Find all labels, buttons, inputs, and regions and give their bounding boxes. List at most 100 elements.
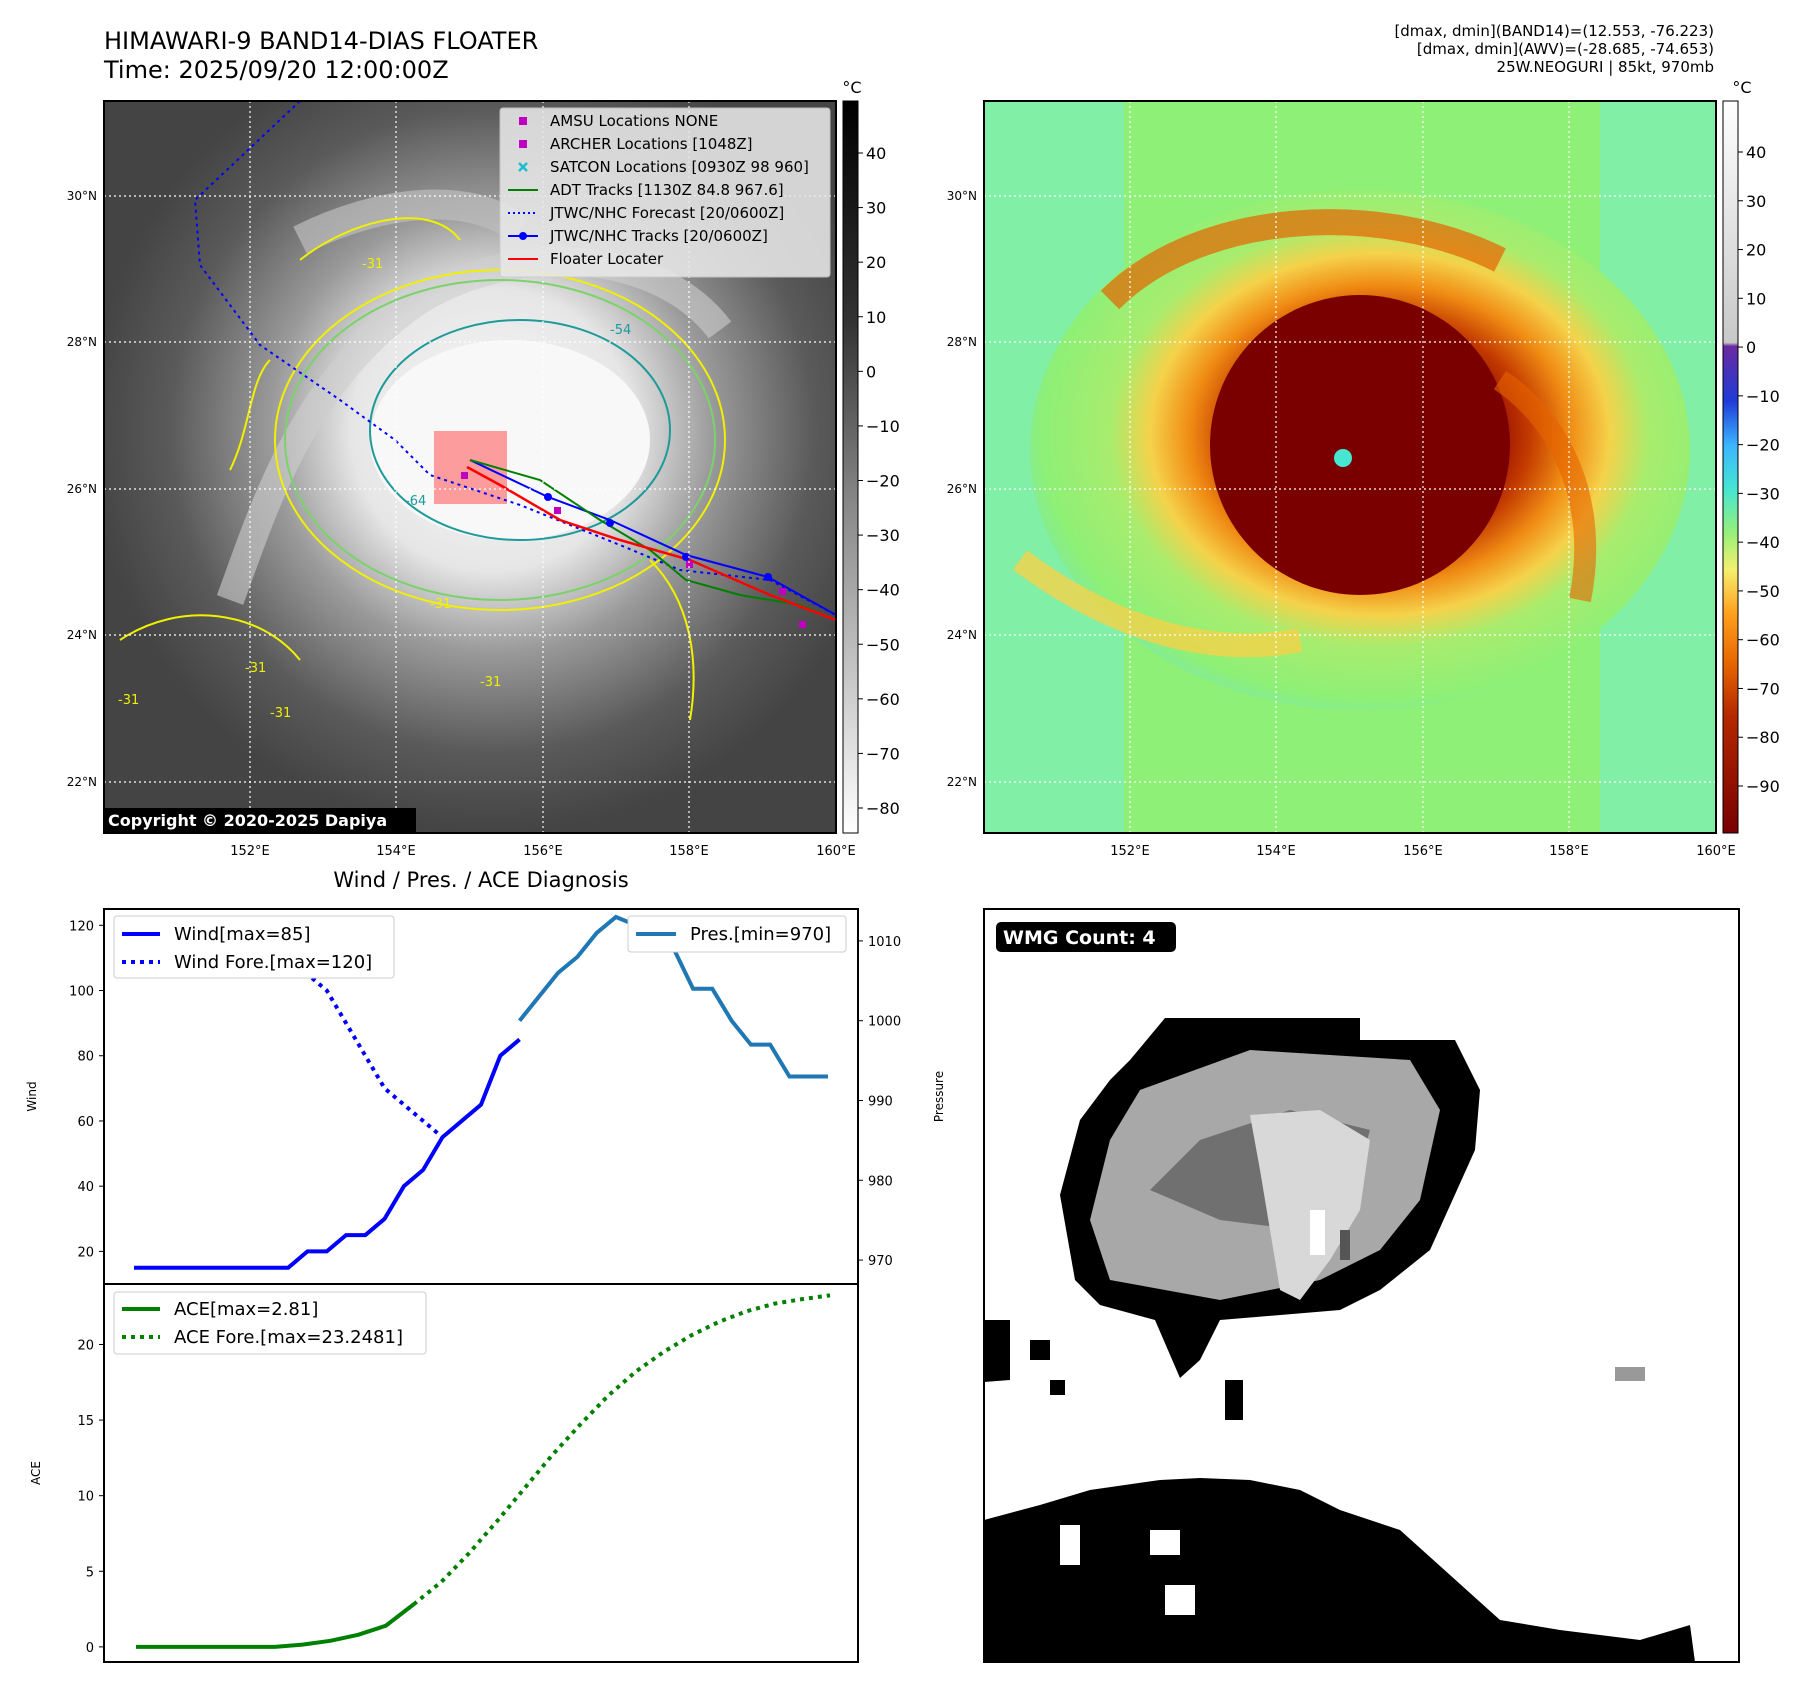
lon-label-160e: 160°E: [816, 844, 856, 859]
pressure-legend-label: Pres.[min=970]: [690, 924, 831, 945]
contour-label-5: -31: [118, 693, 139, 708]
lat-label-30n: 30°N: [67, 189, 97, 203]
lon-label-154e: 154°E: [376, 844, 416, 859]
gray-colorbar-tick-7: −30: [866, 526, 900, 545]
legend-label-2: SATCON Locations [0930Z 98 960]: [550, 158, 809, 176]
map2-lat-label-28n: 28°N: [947, 335, 977, 349]
lon-label-152e: 152°E: [230, 844, 270, 859]
title-line2: Time: 2025/09/20 12:00:00Z: [104, 56, 449, 84]
wind-ytick-4: 100: [69, 985, 94, 1000]
wind-ytick-3: 80: [77, 1050, 94, 1065]
legend-label-0: AMSU Locations NONE: [550, 112, 718, 130]
ace-series-0: [136, 1602, 415, 1649]
pres-ytick-4: 1010: [868, 935, 901, 950]
map2-lon-label-156e: 156°E: [1403, 844, 1443, 859]
contour-label-3: -64: [405, 494, 426, 509]
lon-label-156e: 156°E: [523, 844, 563, 859]
gray-colorbar-tick-10: −60: [866, 690, 900, 709]
map2-lat-labels: 30°N 28°N 26°N 24°N 22°N: [947, 189, 977, 789]
wind-legend-label-0: Wind[max=85]: [174, 924, 311, 945]
wmg-stray-pixel: [1615, 1367, 1645, 1381]
map1-lon-labels: 152°E 154°E 156°E 158°E 160°E: [230, 844, 856, 859]
contour-label-8: -31: [480, 675, 501, 690]
ace-ytick-4: 20: [77, 1338, 94, 1353]
color-colorbar-tick-13: −90: [1746, 777, 1780, 796]
lon-label-158e: 158°E: [669, 844, 709, 859]
wmg-count-text: WMG Count: 4: [1003, 927, 1156, 949]
ace-chart: 0 5 10 15 20 ACE ACE[max=2.81] ACE Fore.[max=23…: [29, 1283, 859, 1663]
lat-label-26n: 26°N: [67, 482, 97, 496]
gray-colorbar-tick-9: −50: [866, 635, 900, 654]
color-colorbar-tick-5: −10: [1746, 387, 1780, 406]
map2-lat-label-22n: 22°N: [947, 775, 977, 789]
contour-label-6: -31: [245, 661, 266, 676]
ace-legend: ACE[max=2.81] ACE Fore.[max=23.2481]: [113, 1291, 427, 1355]
wind-series-0: [134, 1037, 521, 1270]
map2-lon-label-160e: 160°E: [1696, 844, 1736, 859]
color-colorbar-tick-8: −40: [1746, 533, 1780, 552]
legend-label-5: JTWC/NHC Tracks [20/0600Z]: [549, 227, 768, 245]
wmg-eyewall-blob: [1060, 1018, 1480, 1378]
pres-ytick-2: 990: [868, 1094, 893, 1109]
legend-label-6: Floater Locater: [550, 250, 664, 268]
wmg-count-badge: WMG Count: 4: [996, 922, 1176, 952]
legend-label-1: ARCHER Locations [1048Z]: [550, 135, 753, 153]
copyright-text: Copyright © 2020-2025 Dapiya: [108, 811, 387, 830]
wind-ytick-5: 120: [69, 919, 94, 934]
title-line1: HIMAWARI-9 BAND14-DIAS FLOATER: [104, 27, 539, 55]
info-line3: 25W.NEOGURI | 85kt, 970mb: [1496, 58, 1714, 76]
ace-axis-label: ACE: [29, 1461, 43, 1485]
color-colorbar-tick-11: −70: [1746, 679, 1780, 698]
pres-ytick-0: 970: [868, 1254, 893, 1269]
color-colorbar-tick-0: 40: [1746, 143, 1766, 162]
map-legend: AMSU Locations NONE ARCHER Locations [104…: [499, 107, 831, 278]
contour-label-7: -31: [270, 706, 291, 721]
lat-label-28n: 28°N: [67, 335, 97, 349]
pres-ytick-1: 980: [868, 1174, 893, 1189]
gray-colorbar-tick-8: −40: [866, 581, 900, 600]
wmg-lower-band: [984, 1320, 1695, 1662]
figure-title: HIMAWARI-9 BAND14-DIAS FLOATER Time: 202…: [104, 27, 538, 85]
floater-track: [466, 465, 836, 622]
wmg-white-holes: [1060, 1525, 1195, 1615]
info-block: [dmax, dmin](BAND14)=(12.553, -76.223) […: [1394, 22, 1714, 76]
ace-legend-label-1: ACE Fore.[max=23.2481]: [174, 1327, 403, 1348]
wind-ytick-2: 60: [77, 1115, 94, 1130]
wind-axis-label: Wind: [25, 1081, 39, 1111]
gray-colorbar-tick-11: −70: [866, 744, 900, 763]
gray-colorbar-tick-12: −80: [866, 799, 900, 818]
map1-lat-labels: 30°N 28°N 26°N 24°N 22°N: [67, 189, 97, 789]
color-colorbar-tick-12: −80: [1746, 728, 1780, 747]
pres-ytick-3: 1000: [868, 1015, 901, 1030]
pressure-legend: Pres.[min=970]: [627, 915, 847, 953]
ace-ytick-1: 5: [86, 1565, 94, 1580]
color-colorbar: °C 40 30 20 10 0 −10 −20 −30 −40 −50 −60 −70 −80 −90: [1722, 78, 1780, 834]
color-colorbar-tick-4: 0: [1746, 338, 1756, 357]
color-colorbar-tick-2: 20: [1746, 241, 1766, 260]
wind-legend-label-1: Wind Fore.[max=120]: [174, 952, 372, 973]
gray-colorbar-tick-0: 40: [866, 144, 886, 163]
color-colorbar-tick-3: 10: [1746, 289, 1766, 308]
diagnosis-title: Wind / Pres. / ACE Diagnosis: [333, 868, 628, 892]
pressure-axis-label: Pressure: [932, 1071, 946, 1122]
wind-legend: Wind[max=85] Wind Fore.[max=120]: [113, 915, 395, 979]
gray-colorbar-tick-1: 30: [866, 199, 886, 218]
wmg-panel: WMG Count: 4: [983, 908, 1740, 1663]
wind-ytick-1: 40: [77, 1180, 94, 1195]
legend-marker-0: [519, 117, 527, 125]
map2-lon-label-152e: 152°E: [1110, 844, 1150, 859]
map2-lon-label-154e: 154°E: [1256, 844, 1296, 859]
wind-ytick-0: 20: [77, 1245, 94, 1260]
contour-label-4: -31: [430, 597, 451, 612]
ace-legend-label-0: ACE[max=2.81]: [174, 1299, 318, 1320]
gray-colorbar-tick-4: 0: [866, 362, 876, 381]
legend-label-4: JTWC/NHC Forecast [20/0600Z]: [549, 204, 784, 222]
gray-colorbar-tick-3: 10: [866, 308, 886, 327]
legend-marker-2: [518, 162, 528, 172]
color-colorbar-unit: °C: [1732, 78, 1751, 97]
map2-lat-label-26n: 26°N: [947, 482, 977, 496]
ace-ytick-0: 0: [86, 1641, 94, 1656]
map2-lon-label-158e: 158°E: [1549, 844, 1589, 859]
color-colorbar-tick-10: −60: [1746, 631, 1780, 650]
gray-colorbar-tick-5: −10: [866, 417, 900, 436]
